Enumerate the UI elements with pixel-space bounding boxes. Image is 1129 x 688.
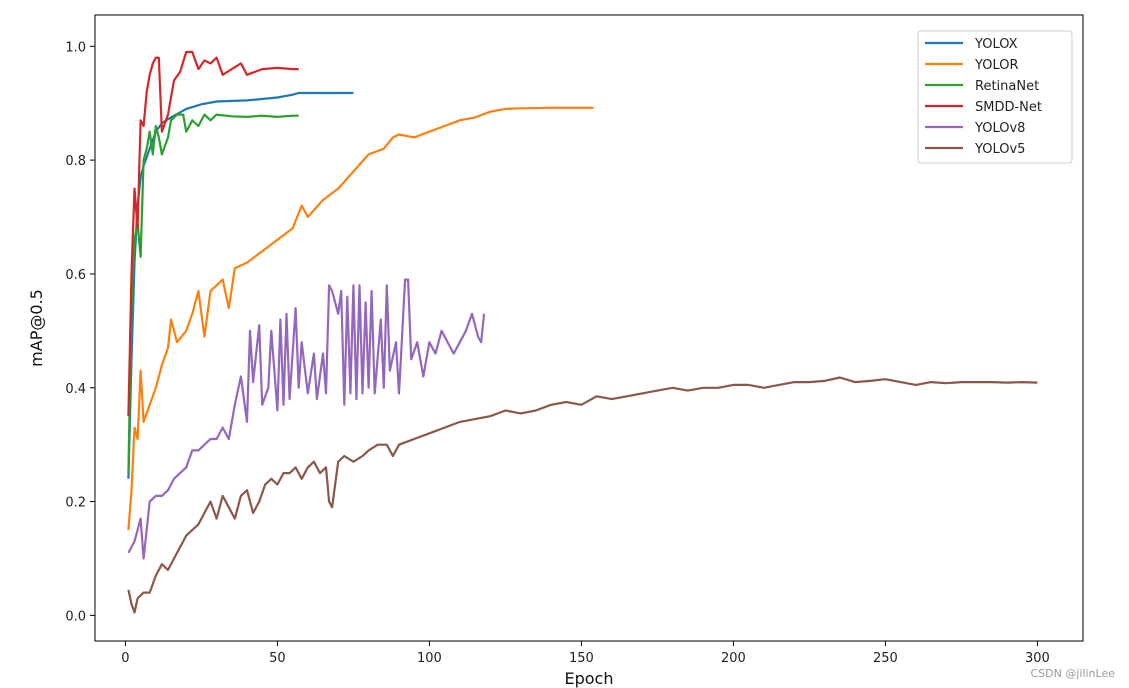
- legend-label: YOLOR: [974, 58, 1019, 73]
- legend: YOLOX YOLOR RetinaNet SMDD-Net YOLOv8 YOLOv5: [917, 30, 1073, 164]
- series-line-smdd-net: [127, 50, 299, 417]
- legend-label: YOLOv5: [974, 142, 1025, 157]
- y-tick-label: 0.8: [65, 154, 86, 169]
- y-axis-title: mAP@0.5: [27, 289, 46, 367]
- series-line-yolor: [127, 106, 594, 531]
- x-tick-label: 200: [721, 651, 746, 666]
- x-tick-label: 0: [121, 651, 129, 666]
- x-axis-title: Epoch: [565, 669, 614, 688]
- x-tick-label: 50: [269, 651, 286, 666]
- legend-label: RetinaNet: [975, 79, 1039, 94]
- x-axis-ticks: 0 50 100 150 200 250 300: [121, 641, 1050, 666]
- legend-label: YOLOv8: [974, 121, 1025, 136]
- legend-label: YOLOX: [974, 37, 1018, 52]
- y-axis-ticks: 0.0 0.2 0.4 0.6 0.8 1.0: [65, 40, 95, 624]
- series-line-yolov5: [127, 376, 1038, 614]
- y-tick-label: 0.0: [65, 609, 86, 624]
- series-line-retinanet: [127, 113, 299, 474]
- series-layer: [127, 50, 1038, 614]
- x-tick-label: 150: [569, 651, 594, 666]
- y-tick-label: 1.0: [65, 40, 86, 55]
- watermark: CSDN @jilinLee: [1030, 667, 1115, 680]
- y-tick-label: 0.6: [65, 268, 86, 283]
- y-tick-label: 0.2: [65, 496, 86, 511]
- x-tick-label: 100: [417, 651, 442, 666]
- series-line-yolov8: [127, 278, 486, 560]
- legend-label: SMDD-Net: [975, 100, 1042, 115]
- y-tick-label: 0.4: [65, 382, 86, 397]
- x-tick-label: 250: [873, 651, 898, 666]
- x-tick-label: 300: [1025, 651, 1050, 666]
